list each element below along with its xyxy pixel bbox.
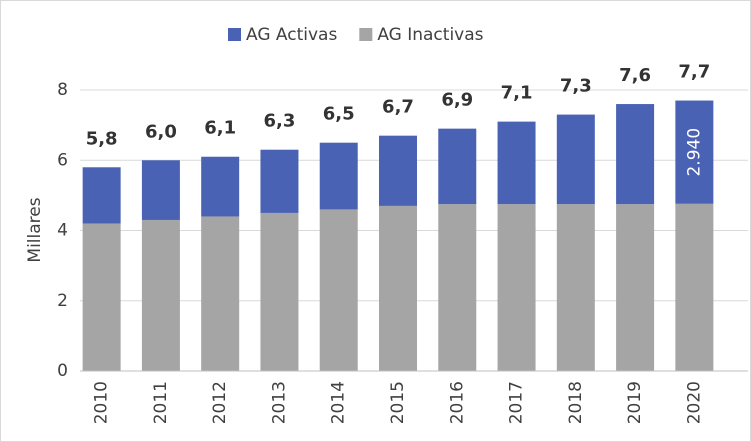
bar-segment [260,149,299,213]
x-tick-label: 2020 [684,381,704,424]
bar-segment [616,204,655,371]
bar-segment [141,219,180,371]
total-label: 6,5 [323,104,355,125]
bar-segment [201,156,240,217]
x-tick-label: 2019 [625,381,645,424]
bar-segment [438,128,477,205]
value-label: 2.940 [684,128,704,177]
bar-segment [379,205,417,371]
total-label: 5,8 [86,128,118,149]
x-tick-label: 2010 [92,381,112,424]
total-label: 7,7 [678,62,710,83]
bar-segment [82,167,121,224]
bar-segment [616,104,655,205]
x-tick-label: 2011 [151,381,171,424]
total-label: 6,0 [145,121,177,142]
x-tick-label: 2017 [507,381,527,424]
y-tick-label: 4 [57,221,68,241]
legend-swatch [228,28,241,41]
total-label: 7,6 [619,65,651,86]
y-tick-label: 8 [57,80,68,100]
total-label: 6,1 [204,118,236,139]
total-label: 7,1 [501,83,533,104]
bar-segment [556,114,595,205]
x-tick-label: 2012 [210,381,230,424]
x-tick-label: 2013 [269,381,289,424]
bar-segment [82,223,121,371]
legend-swatch [359,28,373,41]
total-label: 6,3 [264,111,296,132]
y-axis-title: Millares [25,197,45,262]
total-label: 6,9 [441,90,473,111]
legend-label: AG Activas [246,25,337,45]
total-label: 7,3 [560,76,592,97]
total-label: 6,7 [382,97,414,118]
bar-segment [319,209,358,371]
x-tick-label: 2016 [447,381,467,424]
bar-segment [556,204,595,371]
x-tick-label: 2018 [566,381,586,424]
x-tick-label: 2014 [329,381,349,424]
x-tick-label: 2015 [388,381,408,424]
bar-segment [497,121,536,205]
bar-segment [201,216,240,371]
bar-segment [379,135,417,206]
legend-label: AG Inactivas [377,25,483,45]
bar-segment [675,100,714,204]
bar-segment [141,160,180,220]
bar-segment [438,204,477,371]
y-tick-label: 6 [57,150,68,170]
bar-segment [319,142,358,210]
y-tick-label: 2 [57,291,68,311]
y-tick-label: 0 [57,361,68,381]
bar-segment [497,204,536,371]
bar-segment [260,212,299,371]
bar-segment [675,203,714,371]
